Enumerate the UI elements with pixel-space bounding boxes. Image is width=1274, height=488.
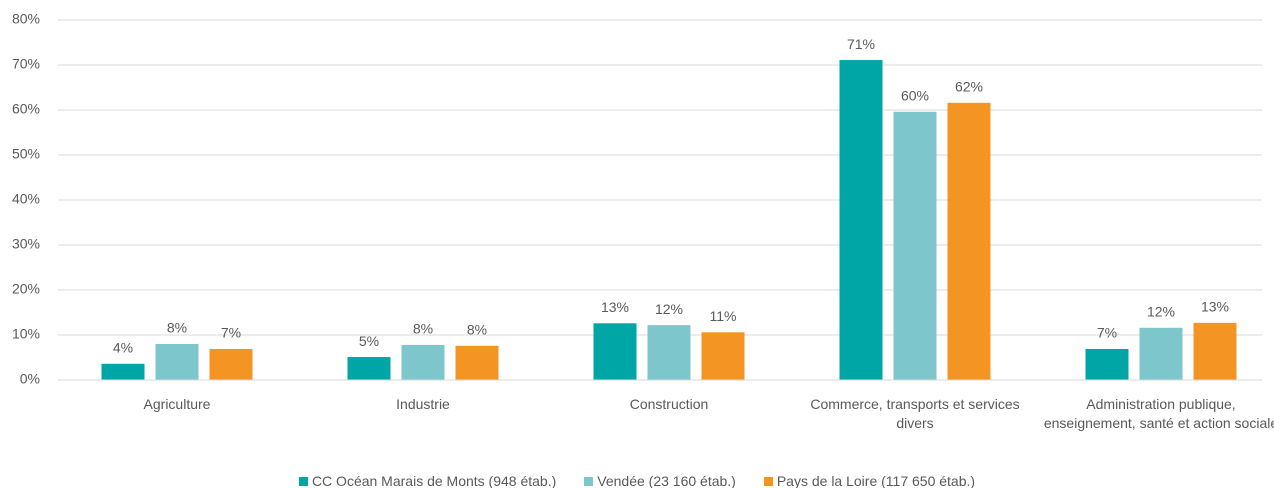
data-label: 8% bbox=[167, 320, 187, 336]
x-tick-label: Administration publique, enseignement, s… bbox=[1043, 396, 1274, 431]
y-tick-label: 0% bbox=[20, 371, 40, 387]
y-tick-label: 40% bbox=[12, 191, 40, 207]
data-label: 8% bbox=[413, 321, 433, 337]
legend-swatch bbox=[763, 476, 773, 486]
y-tick-label: 30% bbox=[12, 236, 40, 252]
data-label: 11% bbox=[710, 308, 737, 324]
data-label: 7% bbox=[221, 325, 241, 341]
bar bbox=[209, 348, 253, 380]
legend-label: Pays de la Loire (117 650 étab.) bbox=[776, 473, 976, 488]
bar bbox=[1139, 327, 1183, 380]
legend-label: CC Océan Marais de Monts (948 étab.) bbox=[311, 473, 557, 488]
data-label: 12% bbox=[1147, 304, 1175, 320]
data-label: 13% bbox=[1201, 299, 1229, 315]
bar bbox=[647, 325, 691, 380]
y-tick-label: 80% bbox=[12, 11, 40, 27]
legend-swatch bbox=[584, 476, 594, 486]
y-tick-label: 10% bbox=[12, 326, 40, 342]
legend-item: Vendée (23 160 étab.) bbox=[584, 473, 736, 488]
data-label: 7% bbox=[1097, 325, 1117, 341]
bar bbox=[1193, 322, 1237, 380]
bar bbox=[155, 344, 199, 380]
bar bbox=[839, 60, 883, 381]
legend: CC Océan Marais de Monts (948 étab.) Vend… bbox=[0, 473, 1274, 488]
data-label: 12% bbox=[655, 301, 683, 317]
data-label: 8% bbox=[467, 322, 487, 338]
bar bbox=[101, 363, 145, 380]
data-label: 4% bbox=[113, 340, 133, 356]
y-tick-label: 20% bbox=[12, 281, 40, 297]
data-label: 60% bbox=[901, 88, 929, 104]
bar bbox=[947, 102, 991, 381]
data-label: 71% bbox=[847, 36, 875, 52]
x-tick-label: Commerce, transports et services divers bbox=[810, 396, 1020, 431]
bar bbox=[455, 345, 499, 380]
legend-label: Vendée (23 160 étab.) bbox=[597, 473, 736, 488]
bar bbox=[401, 344, 445, 380]
bar bbox=[893, 111, 937, 381]
legend-item: CC Océan Marais de Monts (948 étab.) bbox=[298, 473, 557, 488]
legend-swatch bbox=[298, 476, 308, 486]
x-tick-label: Construction bbox=[629, 396, 709, 412]
data-label: 13% bbox=[601, 299, 629, 315]
y-tick-label: 60% bbox=[12, 101, 40, 117]
bar bbox=[1085, 348, 1129, 380]
x-tick-label: Industrie bbox=[396, 396, 450, 412]
bar bbox=[701, 332, 745, 380]
x-tick-label: Agriculture bbox=[143, 396, 211, 412]
data-label: 62% bbox=[955, 79, 983, 95]
y-tick-label: 50% bbox=[12, 146, 40, 162]
bar bbox=[593, 323, 637, 380]
legend-item: Pays de la Loire (117 650 étab.) bbox=[763, 473, 976, 488]
data-label: 5% bbox=[359, 333, 379, 349]
bar bbox=[347, 357, 391, 380]
y-tick-label: 70% bbox=[12, 56, 40, 72]
